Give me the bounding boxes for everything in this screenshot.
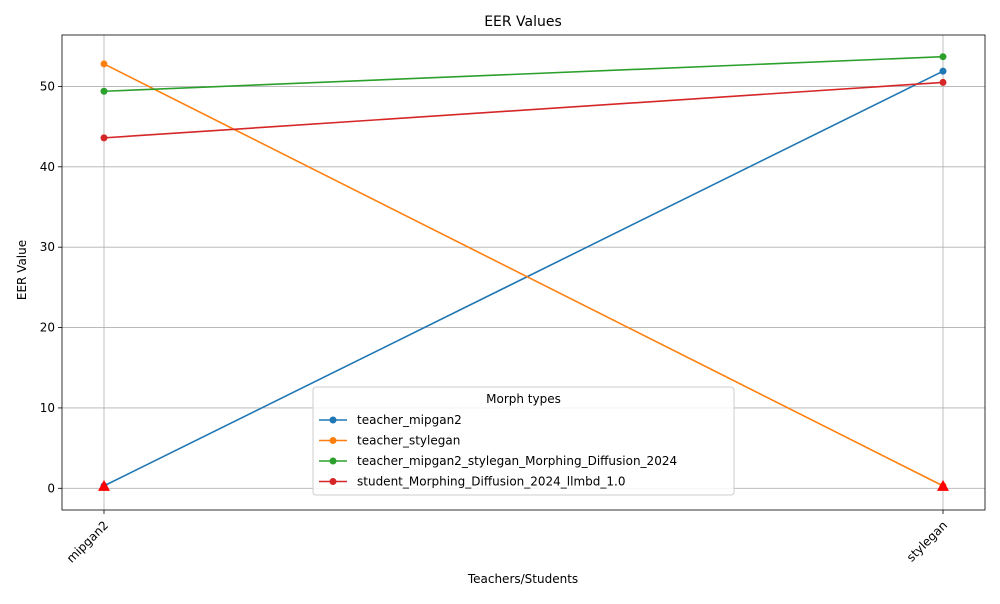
legend-item-label: teacher_mipgan2 (357, 413, 462, 427)
data-point (939, 78, 947, 86)
legend-box (312, 386, 735, 496)
legend-swatch-marker (329, 437, 337, 444)
x-axis-label: Teachers/Students (467, 572, 578, 586)
series-line-student_Morphing_Diffusion_2024_llmbd_1.0 (103, 81, 944, 139)
plot-frame (61, 34, 986, 511)
series-lines (100, 53, 947, 490)
y-tick-label: 30 (40, 240, 55, 254)
chart-title: EER Values (484, 14, 562, 30)
legend-item-label: teacher_stylegan (357, 434, 460, 448)
y-tick-label: 40 (40, 160, 55, 174)
legend-swatch-marker (329, 478, 337, 485)
legend-swatch-marker (329, 416, 337, 424)
min-marker-triangle (98, 479, 110, 491)
legend: Morph types teacher_mipgan2 teacher_styleg… (312, 386, 735, 496)
legend-item-label: teacher_mipgan2_stylegan_Morphing_Diffus… (357, 454, 677, 468)
min-markers (98, 479, 949, 491)
legend-swatch-marker (329, 457, 337, 465)
y-tick-label: 20 (40, 321, 55, 335)
data-point (100, 87, 108, 95)
legend-title: Morph types (486, 392, 561, 406)
series-line-teacher_mipgan2 (103, 70, 944, 487)
min-marker-triangle (937, 479, 949, 491)
y-axis-label: EER Value (15, 240, 29, 300)
legend-item-label: student_Morphing_Diffusion_2024_llmbd_1.… (357, 475, 625, 489)
data-point (100, 60, 108, 68)
data-point (939, 53, 947, 61)
data-point (939, 67, 947, 75)
y-tick-label: 50 (40, 79, 55, 93)
y-tick-label: 10 (40, 401, 55, 415)
y-tick-label: 0 (47, 481, 55, 495)
series-line-teacher_stylegan (103, 63, 944, 487)
data-point (100, 134, 108, 142)
series-line-teacher_mipgan2_stylegan_Morphing_Diffusion_2024 (103, 55, 944, 93)
